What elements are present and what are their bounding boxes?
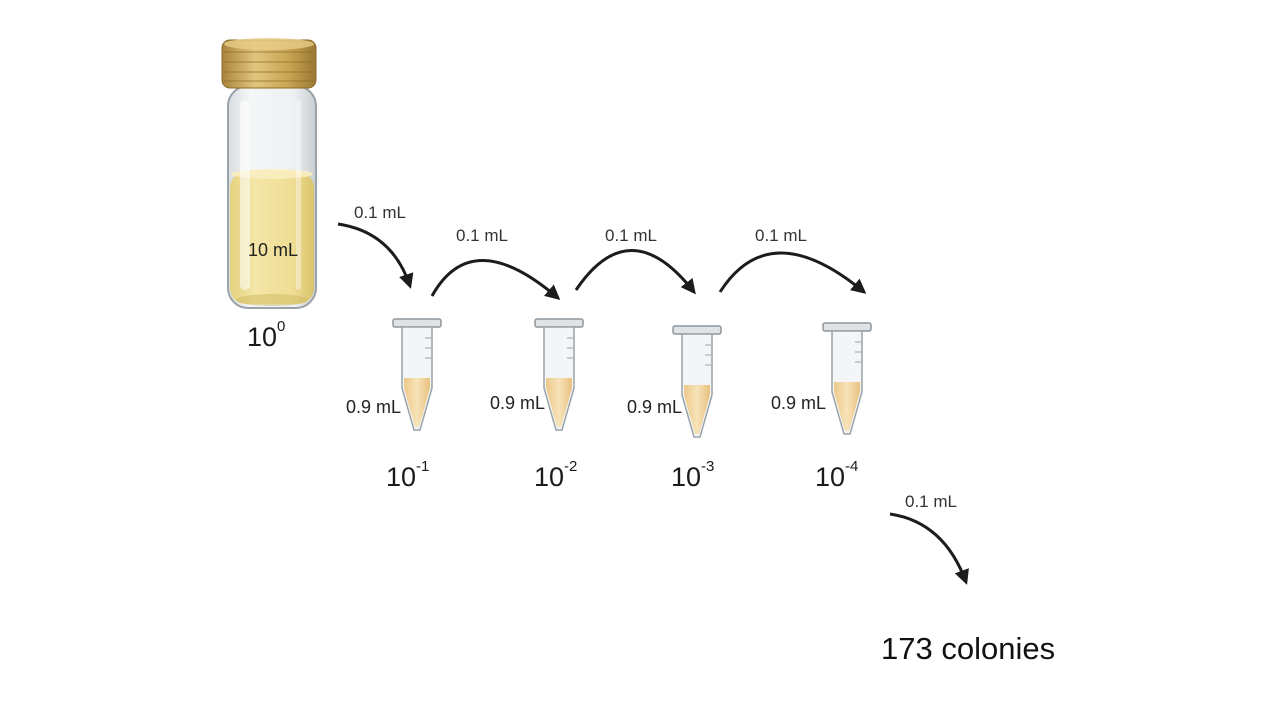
plating-arrow <box>889 512 969 585</box>
microtube-3 <box>672 325 722 438</box>
stock-volume-label: 10 mL <box>248 240 299 260</box>
microtube-1 <box>392 318 442 431</box>
tube-3-dilution-label: 10-3 <box>671 458 715 492</box>
tube-4-volume-label: 0.9 mL <box>771 393 827 413</box>
stock-dilution-label: 100 <box>247 318 286 352</box>
tube-1-dilution-label: 10-1 <box>386 458 430 492</box>
tube-1-volume-label: 0.9 mL <box>346 397 402 417</box>
tube-4-dilution-label: 10-4 <box>815 458 859 492</box>
tube-2-volume-label: 0.9 mL <box>490 393 546 413</box>
microtube-2 <box>534 318 584 431</box>
transfer-arrow-4 <box>718 251 867 294</box>
vial-cap <box>221 38 317 89</box>
tube-3-volume-label: 0.9 mL <box>627 397 683 417</box>
plating-volume-label: 0.1 mL <box>905 492 957 511</box>
tube-2-dilution-label: 10-2 <box>534 458 578 492</box>
transfer-volume-label-1: 0.1 mL <box>354 203 406 222</box>
transfer-arrow-1 <box>337 222 414 289</box>
transfer-volume-label-4: 0.1 mL <box>755 226 807 245</box>
microtube-4 <box>822 322 872 435</box>
transfer-arrow-3 <box>574 249 696 295</box>
stock-vial <box>227 85 317 309</box>
colony-count-label: 173 colonies <box>881 631 1056 666</box>
transfer-volume-label-2: 0.1 mL <box>456 226 508 245</box>
transfer-volume-label-3: 0.1 mL <box>605 226 657 245</box>
transfer-arrow-2 <box>430 259 561 300</box>
